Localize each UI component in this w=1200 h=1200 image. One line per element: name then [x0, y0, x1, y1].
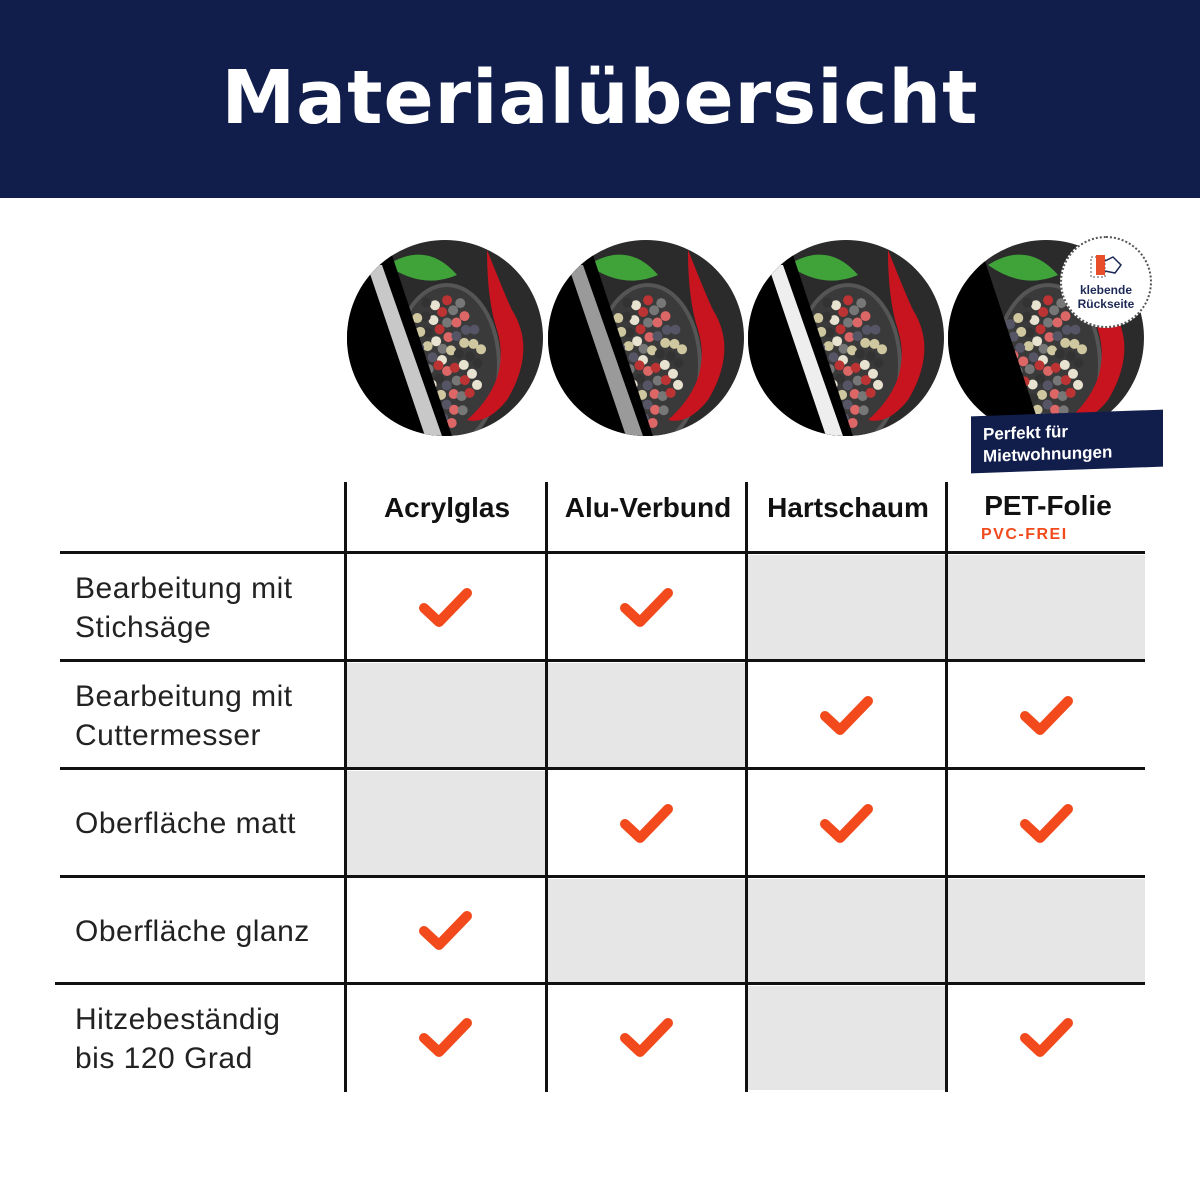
empty-cell: [347, 663, 545, 768]
header-bar: Materialübersicht: [0, 0, 1200, 198]
column-divider: [745, 482, 748, 1092]
row-divider: [60, 551, 1145, 554]
row-divider: [60, 659, 1145, 662]
material-sample-image: [948, 240, 1144, 436]
column-divider: [344, 482, 347, 1092]
row-divider: [55, 982, 1145, 985]
column-divider: [945, 482, 948, 1092]
badge-line2: Rückseite: [1077, 297, 1135, 311]
adhesive-back-badge: klebende Rückseite: [1060, 236, 1152, 328]
column-divider: [545, 482, 548, 1092]
checkmark-icon: [619, 803, 673, 843]
adhesive-peel-icon: [1090, 255, 1122, 278]
checkmark-icon: [419, 911, 472, 950]
empty-cell: [748, 555, 945, 660]
checkmark-icon: [619, 587, 673, 627]
row-label: Bearbeitung mit Cuttermesser: [75, 680, 293, 752]
empty-cell: [748, 986, 945, 1090]
empty-cell: [548, 879, 745, 983]
empty-cell: [948, 555, 1145, 660]
empty-cell: [948, 879, 1145, 983]
row-label: Oberfläche glanz: [75, 914, 310, 948]
page-title: Materialübersicht: [221, 55, 979, 141]
material-sample-image: [548, 240, 744, 436]
empty-cell: [347, 771, 545, 876]
checkmark-icon: [1019, 803, 1073, 843]
row-label: Bearbeitung mit Stichsäge: [75, 572, 293, 644]
row-divider: [60, 767, 1145, 770]
column-header: Hartschaum: [767, 492, 929, 523]
column-header: Alu-Verbund: [564, 492, 732, 523]
checkmark-icon: [619, 1018, 673, 1057]
badge-line1: klebende: [1079, 283, 1133, 297]
checkmark-icon: [819, 803, 873, 843]
empty-cell: [548, 663, 745, 768]
checkmark-icon: [1019, 1018, 1073, 1057]
empty-cell: [748, 879, 945, 983]
column-header: PET-Folie: [984, 490, 1112, 521]
checkmark-icon: [419, 587, 472, 627]
row-label: Hitzebeständig bis 120 Grad: [75, 1002, 281, 1075]
column-header: Acrylglas: [383, 492, 511, 523]
row-divider: [60, 875, 1145, 878]
pvc-free-label: PVC-FREI: [981, 526, 1068, 543]
checkmark-icon: [819, 695, 873, 735]
material-sample-image: [347, 240, 543, 436]
row-label: Oberfläche matt: [75, 807, 296, 840]
checkmark-icon: [419, 1018, 472, 1057]
material-sample-image: [748, 240, 944, 436]
rental-banner: Perfekt für Mietwohnungen: [971, 409, 1163, 474]
checkmark-icon: [1019, 695, 1073, 735]
